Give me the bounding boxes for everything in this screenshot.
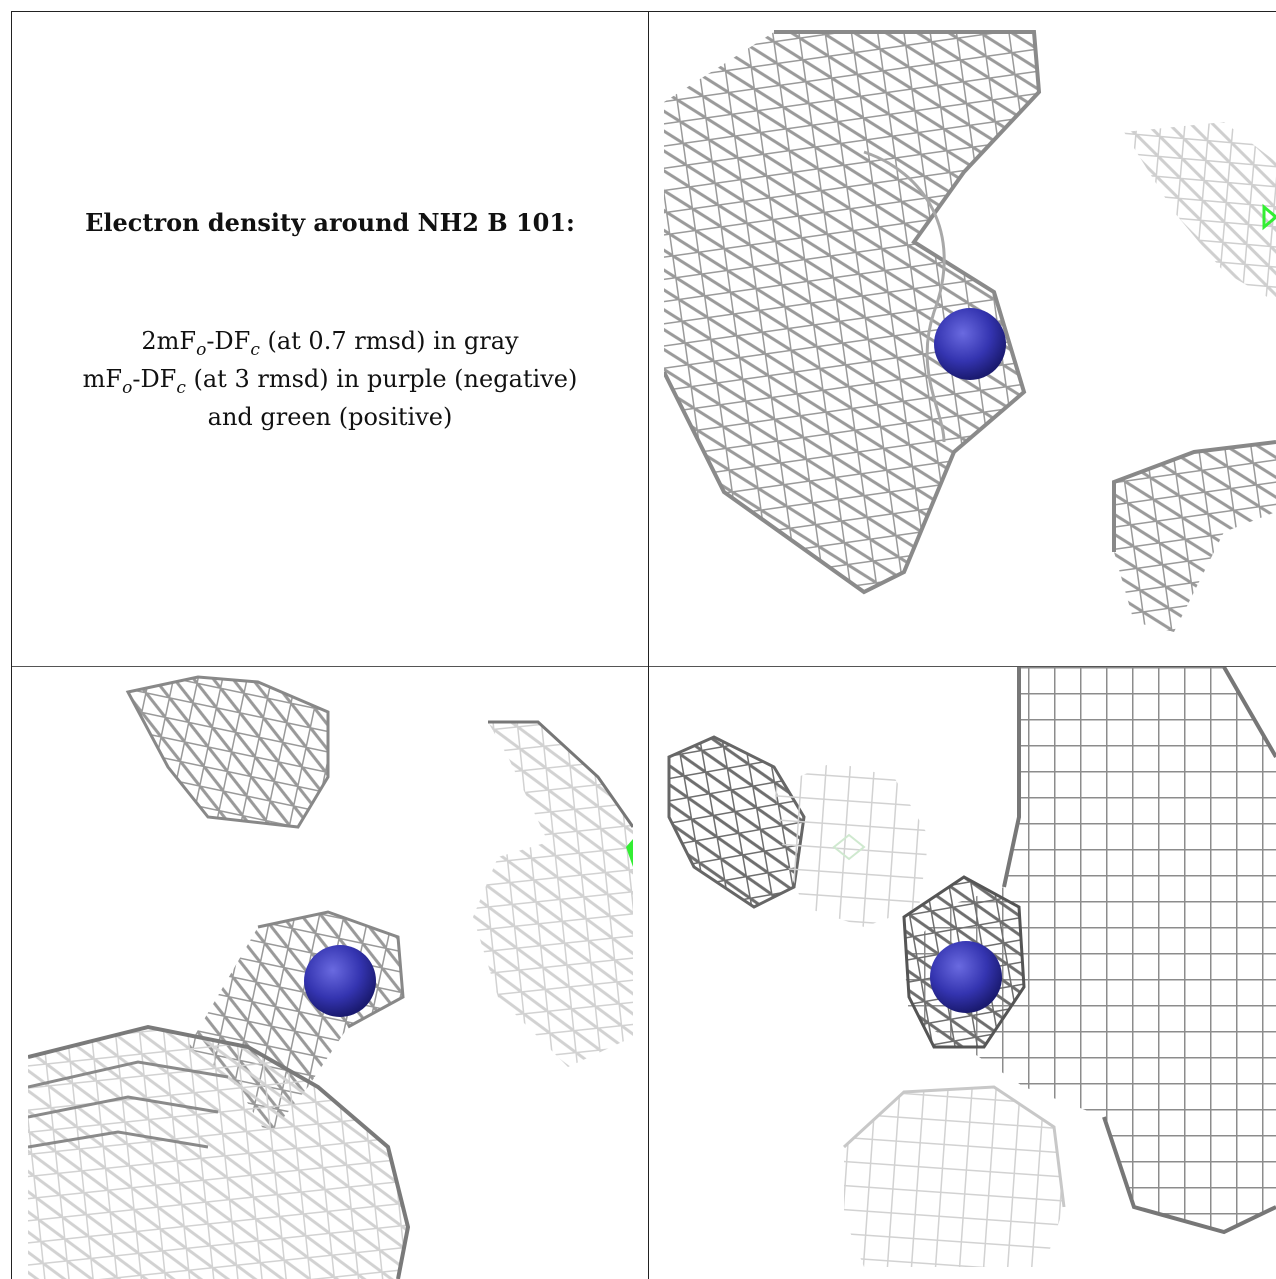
line1-sub2: c (250, 339, 260, 360)
line1-sub1: o (196, 339, 207, 360)
line1-pre: 2mF (141, 327, 197, 355)
mesh-bottom-dome (842, 1085, 1066, 1267)
caption-line-2fo: 2mFo-DFc (at 0.7 rmsd) in gray (12, 322, 648, 360)
caption-line-3: and green (positive) (207, 403, 453, 431)
caption-cell: Electron density around NH2 B 101: 2mFo-… (12, 12, 648, 666)
positive-density-mark (626, 839, 633, 867)
border-center (648, 11, 649, 1279)
border-left (11, 11, 12, 1279)
line2-sub1: o (122, 377, 133, 398)
positive-density-mark (832, 833, 866, 861)
positive-density-mark (1262, 203, 1276, 231)
caption-line-fo: mFo-DFc (at 3 rmsd) in purple (negative) (12, 360, 648, 398)
nitrogen-atom (304, 945, 376, 1017)
density-view-2-svg (28, 675, 633, 1279)
density-view-3-svg (667, 667, 1276, 1267)
caption-description: 2mFo-DFc (at 0.7 rmsd) in gray mFo-DFc (… (12, 322, 648, 436)
figure-frame: Electron density around NH2 B 101: 2mFo-… (11, 11, 1276, 1279)
caption: Electron density around NH2 B 101: 2mFo-… (12, 12, 648, 666)
density-view-1 (664, 12, 1276, 666)
line2-sub2: c (176, 377, 186, 398)
line2-post: (at 3 rmsd) in purple (negative) (185, 365, 578, 393)
nitrogen-atom (934, 308, 1006, 380)
caption-title: Electron density around NH2 B 101: (85, 208, 575, 237)
density-view-1-svg (664, 30, 1276, 632)
line1-mid: -DF (206, 327, 251, 355)
nitrogen-atom (930, 941, 1002, 1013)
line1-post: (at 0.7 rmsd) in gray (259, 327, 519, 355)
border-top (11, 11, 1276, 12)
density-view-2 (28, 667, 633, 1279)
density-view-3 (664, 667, 1276, 1279)
line2-mid: -DF (132, 365, 177, 393)
border-middle (11, 666, 1276, 667)
line2-pre: mF (82, 365, 123, 393)
